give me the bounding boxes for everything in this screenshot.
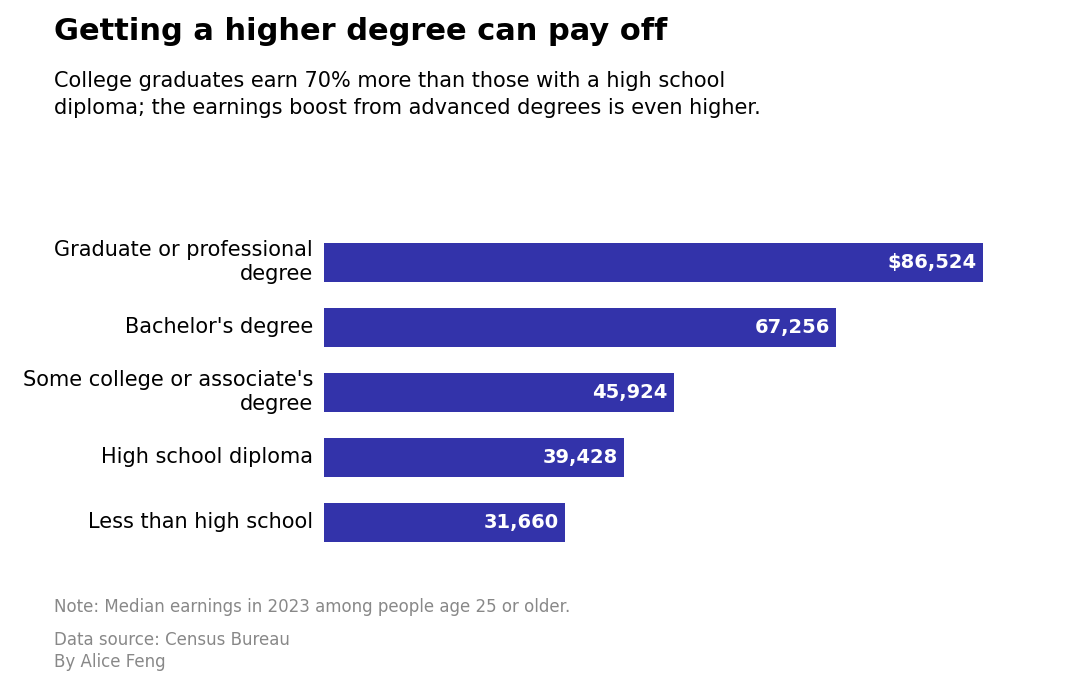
Text: Graduate or professional
degree: Graduate or professional degree — [54, 241, 313, 284]
Text: College graduates earn 70% more than those with a high school
diploma; the earni: College graduates earn 70% more than tho… — [54, 71, 760, 118]
Bar — [324, 502, 565, 541]
Text: Data source: Census Bureau: Data source: Census Bureau — [54, 631, 289, 650]
Text: 31,660: 31,660 — [484, 512, 559, 531]
Text: Note: Median earnings in 2023 among people age 25 or older.: Note: Median earnings in 2023 among peop… — [54, 598, 570, 617]
Text: 67,256: 67,256 — [755, 318, 831, 337]
Text: $86,524: $86,524 — [888, 253, 977, 272]
Text: 39,428: 39,428 — [543, 448, 618, 466]
Bar — [324, 308, 836, 347]
Bar — [324, 437, 624, 477]
Bar — [324, 243, 983, 282]
Text: Some college or associate's
degree: Some college or associate's degree — [23, 370, 313, 414]
Text: 45,924: 45,924 — [592, 383, 667, 402]
Text: Getting a higher degree can pay off: Getting a higher degree can pay off — [54, 17, 667, 46]
Text: High school diploma: High school diploma — [100, 447, 313, 467]
Text: Bachelor's degree: Bachelor's degree — [124, 317, 313, 337]
Bar — [324, 372, 674, 412]
Text: Less than high school: Less than high school — [87, 512, 313, 532]
Text: By Alice Feng: By Alice Feng — [54, 653, 165, 671]
